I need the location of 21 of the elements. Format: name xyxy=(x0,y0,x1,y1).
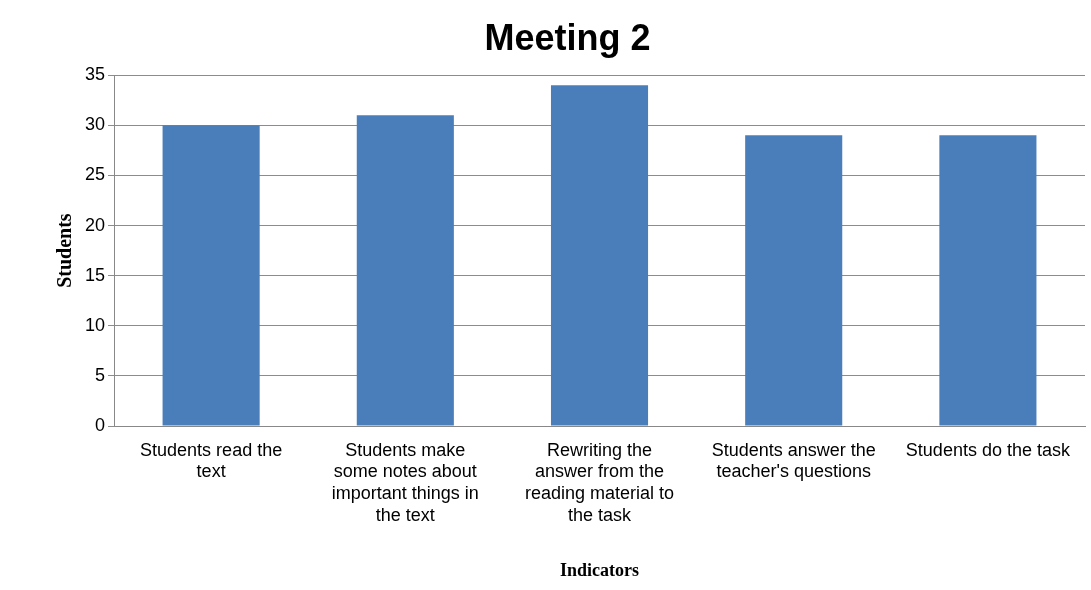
x-tick-label: Students read the text xyxy=(140,439,283,482)
y-tick-label: 10 xyxy=(84,314,106,335)
y-tick-label: 30 xyxy=(84,114,106,135)
y-axis-title: Students xyxy=(53,213,76,288)
chart-title: Meeting 2 xyxy=(484,16,651,58)
x-axis-title: Indicators xyxy=(560,559,640,580)
x-tick-label: Students make some notes about important things in the text xyxy=(331,439,479,525)
y-tick-label: 20 xyxy=(84,214,106,235)
bar xyxy=(939,135,1037,426)
y-tick-label: 0 xyxy=(95,414,106,435)
y-tick-label: 15 xyxy=(84,264,106,285)
y-tick-label: 35 xyxy=(84,64,106,85)
bar xyxy=(356,115,454,426)
bar xyxy=(745,135,843,426)
y-tick-label: 5 xyxy=(95,364,106,385)
y-tick-label: 25 xyxy=(84,164,106,185)
x-tick-label: Students answer the teacher's questions xyxy=(711,439,876,482)
x-tick-label: Students do the task xyxy=(905,439,1071,460)
bar xyxy=(550,85,649,426)
x-tick-label: Rewriting the answer from the reading material to the task xyxy=(524,439,675,525)
bar xyxy=(162,125,260,426)
